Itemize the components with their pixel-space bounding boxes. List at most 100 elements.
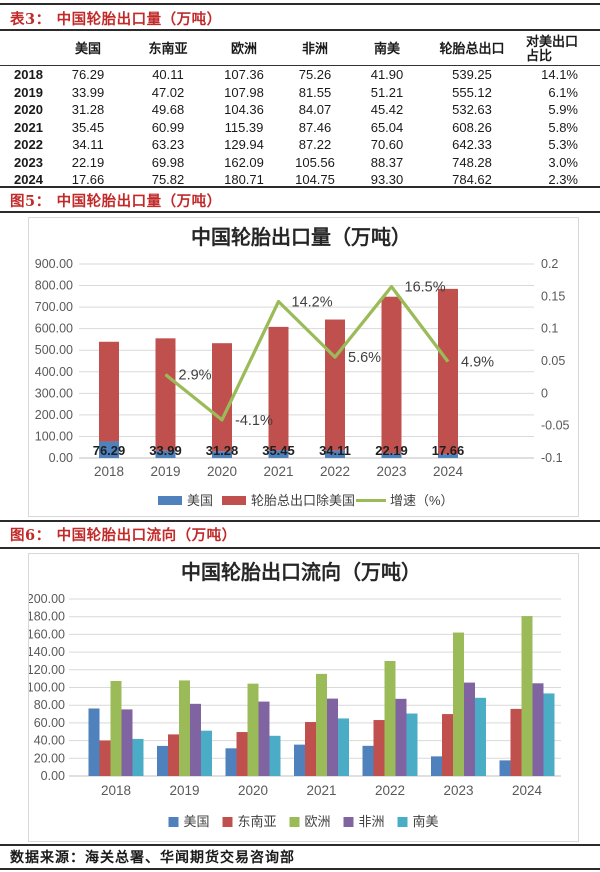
column-header: 东南亚 xyxy=(128,33,208,66)
table-row: 2020 31.28 49.68 104.36 84.07 45.42 532.63 5.9% xyxy=(0,101,600,119)
right-axis-tick-label: 0.05 xyxy=(541,354,565,368)
bar-value-label: 76.29 xyxy=(93,443,126,458)
bar-1 xyxy=(499,760,511,776)
bar-1 xyxy=(362,745,374,776)
legend-swatch-3 xyxy=(289,817,300,827)
table-cell: 14.1% xyxy=(541,67,578,83)
export-volume-combo-chart: 中国轮胎出口量（万吨） 0.00 100.00 200.00 300.00 400.00 5… xyxy=(35,225,570,508)
bar-us xyxy=(438,454,458,458)
table-cell: 75.26 xyxy=(298,67,332,83)
bar-2 xyxy=(373,720,385,776)
left-axis-tick-label: 700.00 xyxy=(35,300,73,314)
x-axis-label: 2018 xyxy=(101,783,131,798)
table-cell: 104.36 xyxy=(224,102,264,118)
bar-total-excl-us xyxy=(438,288,458,455)
row-year: 2021 xyxy=(14,119,43,135)
bar-3 xyxy=(247,683,259,776)
left-axis-tick-label: 600.00 xyxy=(35,322,73,336)
growth-point-label: -4.1% xyxy=(235,413,273,429)
bar-value-label: 34.11 xyxy=(319,443,351,458)
table-cell: 35.45 xyxy=(71,119,105,135)
table-cell: 22.19 xyxy=(71,154,105,170)
table-cell: 6.1% xyxy=(548,84,578,100)
x-axis-label: 2024 xyxy=(433,464,464,479)
growth-point-label: 14.2% xyxy=(292,295,333,311)
legend-label-1: 美国 xyxy=(184,814,210,829)
legend-swatch-us xyxy=(158,496,182,505)
x-axis-label: 2022 xyxy=(375,783,405,798)
bar-us xyxy=(99,441,119,458)
table-cell: 87.22 xyxy=(298,137,332,153)
bar-2 xyxy=(305,722,316,776)
left-axis-tick-label: 200.00 xyxy=(29,592,65,606)
column-header: 对美出口占比 xyxy=(520,33,600,66)
export-volume-chart-box: 中国轮胎出口量（万吨） 0.00 100.00 200.00 300.00 400.00 5… xyxy=(28,217,579,517)
table-cell: 129.94 xyxy=(224,137,264,153)
bar-4 xyxy=(532,683,544,776)
right-axis-tick-label: -0.05 xyxy=(541,419,570,433)
bar-value-label: 33.99 xyxy=(149,443,182,458)
bar-total-excl-us xyxy=(268,326,289,451)
left-axis-tick-label: 40.00 xyxy=(34,734,65,748)
bar-2 xyxy=(168,734,179,776)
left-axis-tick-label: 60.00 xyxy=(34,716,65,730)
bar-value-label: 22.19 xyxy=(375,443,408,458)
table-cell: 84.07 xyxy=(298,102,332,118)
table-cell: 107.98 xyxy=(224,84,264,100)
bar-5 xyxy=(406,713,418,776)
right-axis-tick-label: 0.15 xyxy=(541,289,565,303)
legend-swatch-2 xyxy=(222,817,233,827)
table-cell: 41.90 xyxy=(370,67,404,83)
bar-4 xyxy=(258,701,270,776)
table-cell: 162.09 xyxy=(224,154,264,170)
legend-label-3: 欧洲 xyxy=(305,814,331,829)
column-header: 南美 xyxy=(350,33,424,66)
table-cell: 65.04 xyxy=(370,119,404,135)
x-axis-label: 2021 xyxy=(306,783,336,798)
table-cell: 81.55 xyxy=(298,84,332,100)
bar-3 xyxy=(110,680,122,776)
bar-value-label: 35.45 xyxy=(262,443,295,458)
data-source-note: 数据来源：海关总署、华闻期货交易咨询部 xyxy=(10,850,295,866)
left-axis-tick-label: 100.00 xyxy=(35,429,73,443)
bar-3 xyxy=(453,632,464,776)
row-year: 2022 xyxy=(14,137,43,153)
column-header: 美国 xyxy=(48,33,128,66)
bar-total-excl-us xyxy=(99,341,119,442)
right-axis-tick-label: 0 xyxy=(541,386,548,400)
legend-label-total-excl-us: 轮胎总出口除美国 xyxy=(251,493,355,508)
table-row: 2021 35.45 60.99 115.39 87.46 65.04 608.26 5.8% xyxy=(0,119,600,137)
bar-1 xyxy=(157,745,168,776)
table-cell: 555.12 xyxy=(452,84,492,100)
bar-us xyxy=(381,453,402,458)
bar-5 xyxy=(132,738,144,776)
bar-value-label: 31.28 xyxy=(206,443,239,458)
x-axis-label: 2019 xyxy=(150,464,180,479)
fig6-title: 中国轮胎出口流向（万吨） xyxy=(56,527,237,544)
fig6-section-title: 图6： 中国轮胎出口流向（万吨） xyxy=(10,524,237,545)
table-cell: 40.11 xyxy=(152,67,184,83)
table-cell: 47.02 xyxy=(151,84,185,100)
table-row: 2018 76.29 40.11 107.36 75.26 41.90 539.25 14.1… xyxy=(0,66,600,84)
table-cell: 70.60 xyxy=(370,137,404,153)
bar-4 xyxy=(121,709,133,776)
legend-swatch-total-excl-us xyxy=(222,496,246,505)
row-year: 2019 xyxy=(14,84,43,100)
left-axis-tick-label: 400.00 xyxy=(35,365,73,379)
left-axis-tick-label: 200.00 xyxy=(35,408,73,422)
fig5-title: 中国轮胎出口量（万吨） xyxy=(56,193,222,210)
left-axis-tick-label: 100.00 xyxy=(29,681,65,695)
x-axis-label: 2024 xyxy=(512,783,543,798)
rule-under-fig6-title xyxy=(0,547,600,549)
legend-swatch-5 xyxy=(397,817,408,827)
table-cell: 748.28 xyxy=(452,154,492,170)
export-flow-chart-box: 中国轮胎出口流向（万吨） 0.00 20.00 40.00 60.00 80.00 100.… xyxy=(28,553,579,842)
table-row: 2023 22.19 69.98 162.09 105.56 88.37 748.28 3.0… xyxy=(0,154,600,172)
x-axis-label: 2018 xyxy=(94,464,124,479)
table-cell: 31.28 xyxy=(71,102,105,118)
column-header: 欧洲 xyxy=(208,33,280,66)
left-axis-tick-label: 80.00 xyxy=(34,698,65,712)
left-axis-tick-label: 0.00 xyxy=(41,769,65,783)
table-cell: 104.75 xyxy=(295,172,335,188)
table-cell: 608.26 xyxy=(452,119,492,135)
